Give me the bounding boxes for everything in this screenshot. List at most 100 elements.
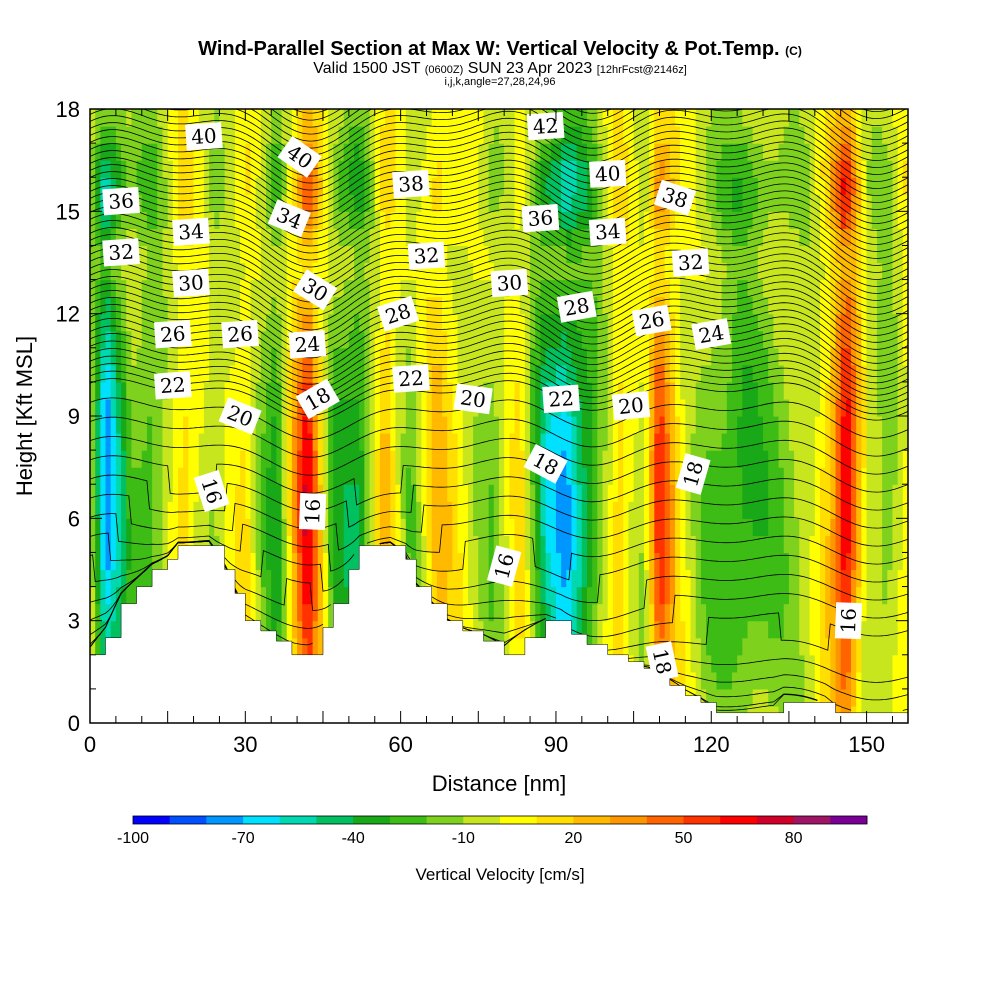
velocity-cell — [643, 109, 650, 127]
velocity-cell — [726, 228, 733, 247]
velocity-cell — [317, 484, 324, 502]
velocity-cell — [799, 535, 806, 554]
chart-title: Wind-Parallel Section at Max W: Vertical… — [0, 38, 1000, 61]
velocity-cell — [90, 347, 96, 366]
velocity-cell — [716, 688, 723, 707]
velocity-cell — [783, 535, 790, 554]
velocity-cell — [183, 347, 189, 366]
velocity-cell — [742, 160, 749, 178]
velocity-cell — [333, 569, 340, 588]
velocity-cell — [478, 194, 485, 212]
velocity-cell — [623, 467, 630, 485]
velocity-cell — [421, 552, 428, 571]
velocity-cell — [638, 347, 645, 366]
velocity-cell — [203, 330, 210, 349]
velocity-cell — [721, 245, 728, 264]
velocity-cell — [752, 347, 759, 366]
velocity-cell — [654, 279, 661, 298]
velocity-cell — [457, 535, 464, 554]
velocity-cell — [126, 143, 133, 161]
velocity-cell — [488, 211, 495, 229]
velocity-cell — [121, 552, 127, 571]
velocity-cell — [219, 416, 226, 434]
velocity-cell — [364, 160, 371, 178]
velocity-cell — [711, 450, 718, 468]
velocity-cell — [167, 211, 174, 229]
velocity-cell — [317, 416, 324, 434]
velocity-cell — [700, 518, 707, 536]
velocity-cell — [291, 552, 298, 571]
velocity-cell — [794, 603, 800, 622]
velocity-cell — [669, 381, 676, 400]
velocity-cell — [462, 484, 469, 502]
velocity-cell — [602, 416, 609, 434]
velocity-cell — [555, 416, 562, 434]
velocity-cell — [157, 194, 164, 212]
velocity-cell — [121, 330, 127, 349]
velocity-cell — [597, 381, 604, 400]
velocity-cell — [390, 245, 397, 264]
velocity-cell — [799, 467, 806, 485]
velocity-cell — [276, 433, 283, 451]
velocity-cell — [431, 450, 438, 468]
velocity-cell — [788, 313, 795, 332]
velocity-cell — [297, 194, 303, 212]
velocity-cell — [804, 535, 811, 554]
velocity-cell — [266, 620, 272, 639]
velocity-cell — [260, 194, 267, 212]
velocity-cell — [136, 126, 143, 144]
velocity-cell — [561, 484, 567, 502]
velocity-cell — [545, 296, 552, 315]
velocity-cell — [374, 450, 381, 468]
velocity-cell — [209, 330, 215, 349]
velocity-cell — [499, 467, 505, 485]
velocity-cell — [700, 586, 707, 605]
velocity-cell — [157, 143, 164, 161]
velocity-cell — [395, 347, 402, 366]
velocity-cell — [581, 330, 588, 349]
velocity-cell — [410, 211, 417, 229]
velocity-cell — [328, 109, 334, 127]
velocity-cell — [183, 450, 189, 468]
velocity-cell — [607, 381, 614, 400]
velocity-cell — [638, 109, 645, 127]
velocity-cell — [354, 211, 360, 229]
velocity-cell — [198, 143, 205, 161]
velocity-cell — [721, 347, 728, 366]
velocity-cell — [302, 126, 309, 144]
velocity-cell — [550, 501, 557, 519]
velocity-cell — [467, 211, 474, 229]
velocity-cell — [602, 484, 609, 502]
velocity-cell — [721, 143, 728, 161]
velocity-cell — [395, 160, 402, 178]
velocity-cell — [799, 296, 806, 315]
velocity-cell — [426, 177, 433, 195]
velocity-cell — [136, 313, 143, 332]
velocity-cell — [328, 535, 334, 554]
velocity-cell — [799, 416, 806, 434]
velocity-cell — [198, 364, 205, 383]
velocity-cell — [581, 450, 588, 468]
velocity-cell — [110, 501, 117, 519]
velocity-cell — [685, 177, 692, 195]
velocity-cell — [442, 433, 448, 451]
velocity-cell — [483, 160, 490, 178]
velocity-cell — [763, 535, 769, 554]
velocity-cell — [757, 160, 764, 178]
velocity-cell — [638, 467, 645, 485]
velocity-cell — [250, 552, 257, 571]
velocity-cell — [576, 620, 583, 639]
velocity-cell — [457, 177, 464, 195]
velocity-cell — [690, 296, 697, 315]
velocity-cell — [240, 211, 246, 229]
velocity-cell — [499, 126, 505, 144]
velocity-cell — [234, 484, 241, 502]
velocity-cell — [623, 262, 630, 281]
velocity-cell — [136, 433, 143, 451]
velocity-cell — [359, 126, 365, 144]
velocity-cell — [281, 603, 288, 622]
velocity-cell — [245, 211, 252, 229]
velocity-cell — [442, 347, 448, 366]
velocity-cell — [731, 433, 738, 451]
velocity-cell — [203, 296, 210, 315]
